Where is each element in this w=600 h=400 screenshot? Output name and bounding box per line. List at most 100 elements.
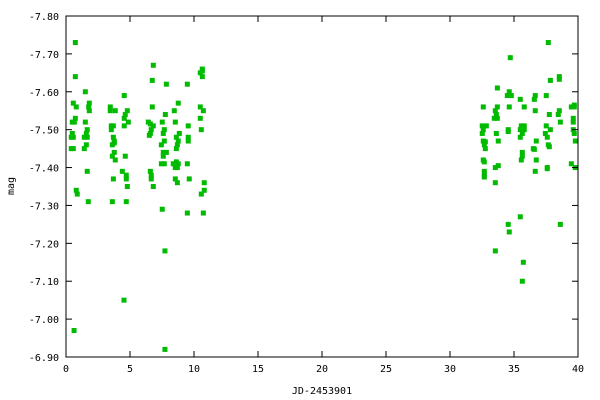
data-point xyxy=(481,159,487,165)
data-point xyxy=(198,127,204,133)
data-point xyxy=(86,100,92,106)
data-point xyxy=(517,134,523,140)
data-point xyxy=(83,142,89,148)
data-point xyxy=(149,104,155,110)
data-point xyxy=(547,127,553,133)
data-point xyxy=(506,89,512,95)
data-point xyxy=(533,157,539,163)
data-point xyxy=(544,134,550,140)
data-point xyxy=(568,161,574,167)
y-tick-label: -6.90 xyxy=(29,353,59,364)
y-tick-label: -7.70 xyxy=(29,50,59,61)
data-point xyxy=(160,130,166,136)
data-point xyxy=(572,138,578,144)
data-point xyxy=(185,138,191,144)
data-point xyxy=(479,123,485,129)
data-point xyxy=(73,187,79,193)
data-point xyxy=(83,130,89,136)
data-point xyxy=(150,62,156,68)
data-point xyxy=(200,108,206,114)
data-point xyxy=(494,85,500,91)
data-point xyxy=(122,153,128,159)
data-point xyxy=(505,221,511,227)
x-tick-label: 10 xyxy=(188,364,200,375)
data-point xyxy=(556,74,562,80)
data-point xyxy=(160,153,166,159)
data-point xyxy=(159,119,165,125)
data-point xyxy=(480,127,486,133)
data-point xyxy=(162,248,168,254)
data-point xyxy=(198,191,204,197)
data-point xyxy=(174,165,180,171)
data-point xyxy=(81,134,87,140)
data-point xyxy=(159,206,165,212)
data-point xyxy=(184,161,190,167)
data-point xyxy=(125,119,131,125)
data-point xyxy=(494,115,500,121)
data-point xyxy=(557,221,563,227)
data-point xyxy=(172,119,178,125)
data-point xyxy=(546,144,552,150)
y-tick-label: -7.10 xyxy=(29,277,59,288)
x-tick-label: 20 xyxy=(316,364,328,375)
data-point xyxy=(123,199,129,205)
data-point xyxy=(570,115,576,121)
data-point xyxy=(506,229,512,235)
data-point xyxy=(186,176,192,182)
data-point xyxy=(519,130,525,136)
data-point xyxy=(519,153,525,159)
data-point xyxy=(201,187,207,193)
data-point xyxy=(108,123,114,129)
data-point xyxy=(174,142,180,148)
data-point xyxy=(121,123,127,129)
data-point xyxy=(148,172,154,178)
data-point xyxy=(121,297,127,303)
y-tick-label: -7.30 xyxy=(29,201,59,212)
data-point xyxy=(482,139,488,145)
data-point xyxy=(148,176,154,182)
data-point xyxy=(162,346,168,352)
data-point xyxy=(201,180,207,186)
data-point xyxy=(109,142,115,148)
data-point xyxy=(555,112,561,118)
x-tick-label: 5 xyxy=(127,364,133,375)
data-point xyxy=(162,112,168,118)
data-point xyxy=(543,123,549,129)
data-point xyxy=(492,108,498,114)
data-point xyxy=(520,259,526,265)
data-point xyxy=(571,130,577,136)
data-point xyxy=(172,176,178,182)
data-point xyxy=(124,184,130,189)
data-point xyxy=(493,112,499,118)
data-point xyxy=(481,174,487,180)
data-point xyxy=(175,100,181,106)
data-point xyxy=(491,115,497,121)
data-point xyxy=(492,248,498,254)
data-point xyxy=(185,123,191,129)
data-point xyxy=(158,142,164,148)
x-tick-label: 40 xyxy=(572,364,584,375)
data-point xyxy=(495,163,501,169)
data-point xyxy=(175,161,181,167)
data-point xyxy=(84,134,90,140)
data-point xyxy=(111,149,117,155)
data-point xyxy=(176,130,182,136)
x-tick-label: 30 xyxy=(444,364,456,375)
data-point xyxy=(72,40,78,46)
data-point xyxy=(84,168,90,174)
data-point xyxy=(568,104,574,110)
data-point xyxy=(532,168,538,174)
data-point xyxy=(505,129,511,135)
data-point xyxy=(68,134,74,140)
x-tick-label: 0 xyxy=(63,364,69,375)
data-point xyxy=(483,123,489,129)
data-point xyxy=(493,130,499,136)
data-point xyxy=(482,146,488,152)
data-point xyxy=(119,168,125,174)
data-point xyxy=(170,161,176,167)
data-point xyxy=(495,138,501,144)
data-point xyxy=(161,161,167,167)
data-point xyxy=(173,146,179,152)
data-point xyxy=(123,176,129,182)
data-point xyxy=(160,149,166,155)
